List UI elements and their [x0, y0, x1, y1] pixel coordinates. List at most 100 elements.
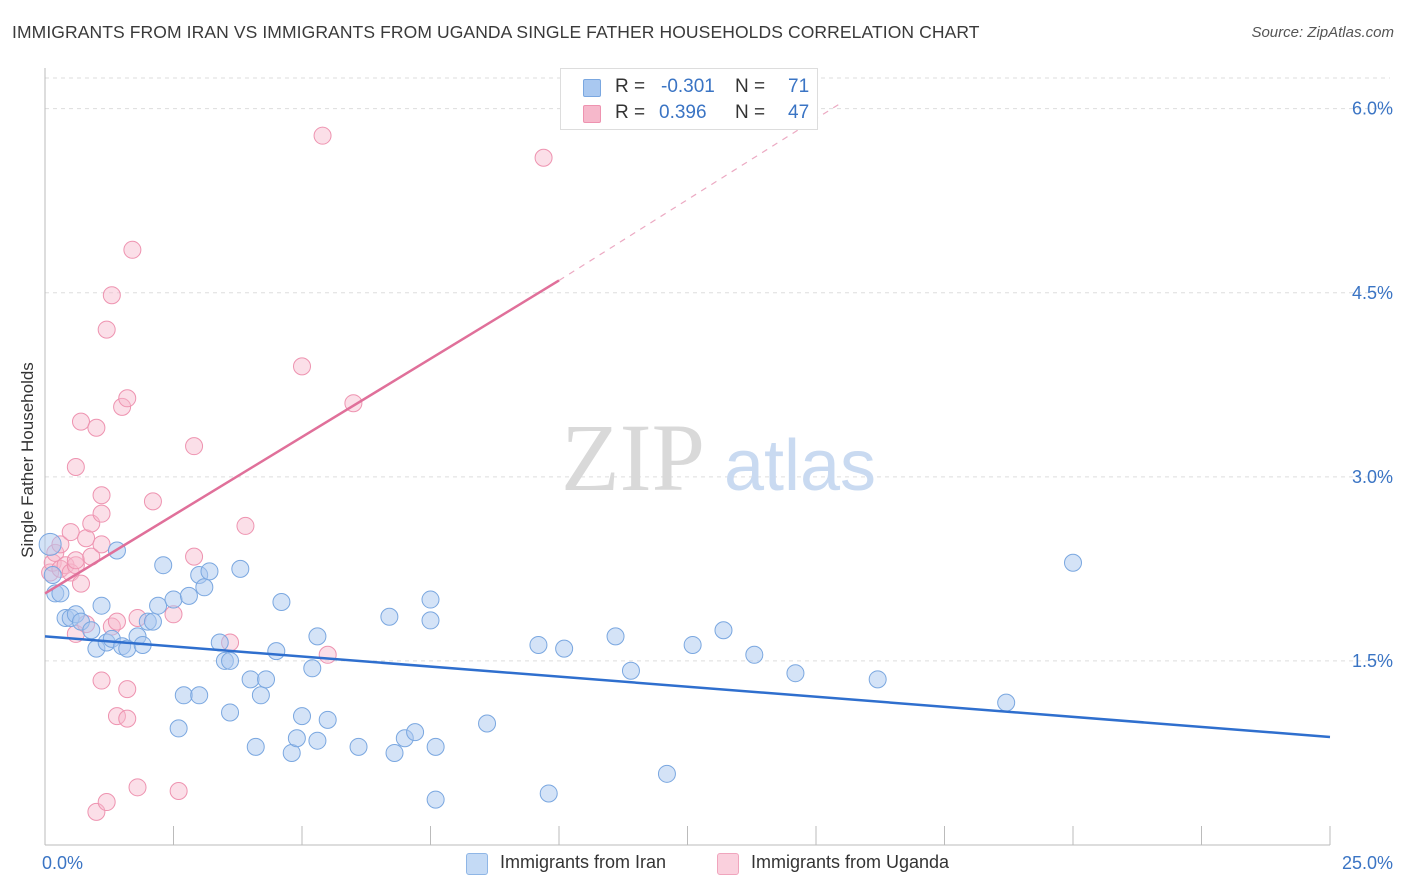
- iran-point: [349, 737, 368, 756]
- uganda-point: [293, 357, 311, 376]
- uganda-point: [97, 320, 116, 339]
- y-tick-label: 6.0%: [1352, 99, 1393, 119]
- uganda-point: [118, 709, 137, 728]
- uganda-point: [61, 523, 80, 542]
- iran-point: [231, 559, 250, 578]
- uganda-point: [92, 671, 111, 690]
- iran-point: [82, 621, 101, 640]
- iran-point: [868, 670, 887, 689]
- tick-labels: 1.5% 3.0% 4.5% 6.0% 0.0% 25.0%: [42, 99, 1393, 873]
- uganda-point: [313, 126, 332, 145]
- watermark-atlas: atlas: [724, 426, 876, 506]
- iran-point: [251, 686, 270, 705]
- uganda-point: [92, 486, 111, 505]
- iran-point: [164, 590, 183, 609]
- correlation-legend: R = -0.301 N = 71 R = 0.396 N = 47: [560, 68, 818, 130]
- legend-r-label: R =: [615, 76, 646, 97]
- uganda-point: [107, 612, 126, 631]
- uganda-point: [87, 418, 106, 437]
- uganda-swatch: [583, 105, 601, 123]
- iran-point: [385, 743, 404, 762]
- iran-points: [38, 532, 1082, 809]
- legend-uganda-n: 47: [788, 102, 810, 123]
- y-tick-label: 3.0%: [1352, 467, 1393, 487]
- uganda-point: [113, 397, 132, 416]
- legend-iran-r: -0.301: [661, 76, 715, 97]
- uganda-point: [185, 437, 204, 456]
- iran-point: [406, 723, 425, 742]
- iran-point: [38, 532, 62, 556]
- iran-trend-line: [44, 635, 1331, 739]
- iran-point: [190, 686, 209, 705]
- uganda-point: [236, 516, 255, 535]
- iran-point: [221, 703, 240, 722]
- iran-legend-swatch: [466, 853, 488, 875]
- uganda-trend-line: [44, 279, 560, 595]
- legend-iran-label: Immigrants from Iran: [500, 852, 667, 872]
- iran-point: [606, 627, 625, 646]
- iran-point: [287, 729, 306, 748]
- iran-point: [241, 670, 260, 689]
- iran-point: [786, 664, 805, 683]
- iran-point: [143, 612, 162, 631]
- legend-r-label: R =: [615, 102, 646, 123]
- legend-uganda-r: 0.396: [659, 102, 707, 123]
- iran-point: [179, 586, 198, 605]
- uganda-point: [143, 492, 162, 511]
- iran-point: [43, 566, 62, 585]
- legend-uganda-label: Immigrants from Uganda: [751, 852, 950, 872]
- trend-lines: [44, 102, 1331, 739]
- uganda-point: [66, 458, 85, 477]
- iran-point: [303, 659, 322, 678]
- uganda-point: [71, 574, 90, 593]
- iran-point: [257, 670, 276, 689]
- iran-point: [621, 661, 640, 680]
- uganda-point: [71, 412, 90, 431]
- iran-point: [529, 635, 548, 654]
- legend-iran-n: 71: [788, 76, 810, 97]
- iran-point: [421, 611, 440, 630]
- iran-point: [267, 642, 286, 661]
- uganda-point: [107, 707, 126, 726]
- chart-title: IMMIGRANTS FROM IRAN VS IMMIGRANTS FROM …: [12, 22, 980, 42]
- iran-point: [246, 737, 265, 756]
- iran-point: [555, 639, 574, 658]
- iran-point: [1064, 553, 1082, 572]
- uganda-point: [318, 645, 337, 664]
- iran-point: [426, 790, 445, 809]
- uganda-point: [102, 286, 121, 305]
- axes: [44, 68, 1331, 846]
- iran-point: [426, 737, 445, 756]
- iran-point: [714, 621, 733, 640]
- iran-point: [169, 719, 188, 738]
- uganda-point: [534, 148, 553, 167]
- uganda-point: [92, 535, 111, 554]
- uganda-point: [185, 547, 204, 566]
- uganda-point: [169, 782, 188, 801]
- iran-point: [92, 596, 111, 615]
- x-tick-label: 25.0%: [1342, 853, 1393, 873]
- iran-point: [657, 764, 676, 783]
- uganda-point: [97, 793, 116, 812]
- iran-point: [380, 607, 399, 626]
- uganda-point: [118, 389, 137, 408]
- uganda-trend-extension: [558, 102, 843, 281]
- iran-point: [683, 635, 702, 654]
- iran-point: [195, 578, 214, 597]
- watermark: ZIP atlas: [561, 404, 876, 511]
- legend-n-label: N =: [735, 102, 766, 123]
- iran-point: [154, 556, 173, 575]
- iran-point: [318, 710, 337, 729]
- y-tick-label: 4.5%: [1352, 283, 1393, 303]
- iran-point: [272, 593, 291, 612]
- y-tick-label: 1.5%: [1352, 651, 1393, 671]
- uganda-point: [92, 504, 111, 523]
- iran-point: [308, 731, 327, 750]
- uganda-legend-swatch: [717, 853, 739, 875]
- iran-point: [293, 707, 311, 726]
- iran-point: [174, 686, 193, 705]
- iran-swatch: [583, 79, 601, 97]
- iran-point: [478, 714, 497, 733]
- iran-point: [308, 627, 327, 646]
